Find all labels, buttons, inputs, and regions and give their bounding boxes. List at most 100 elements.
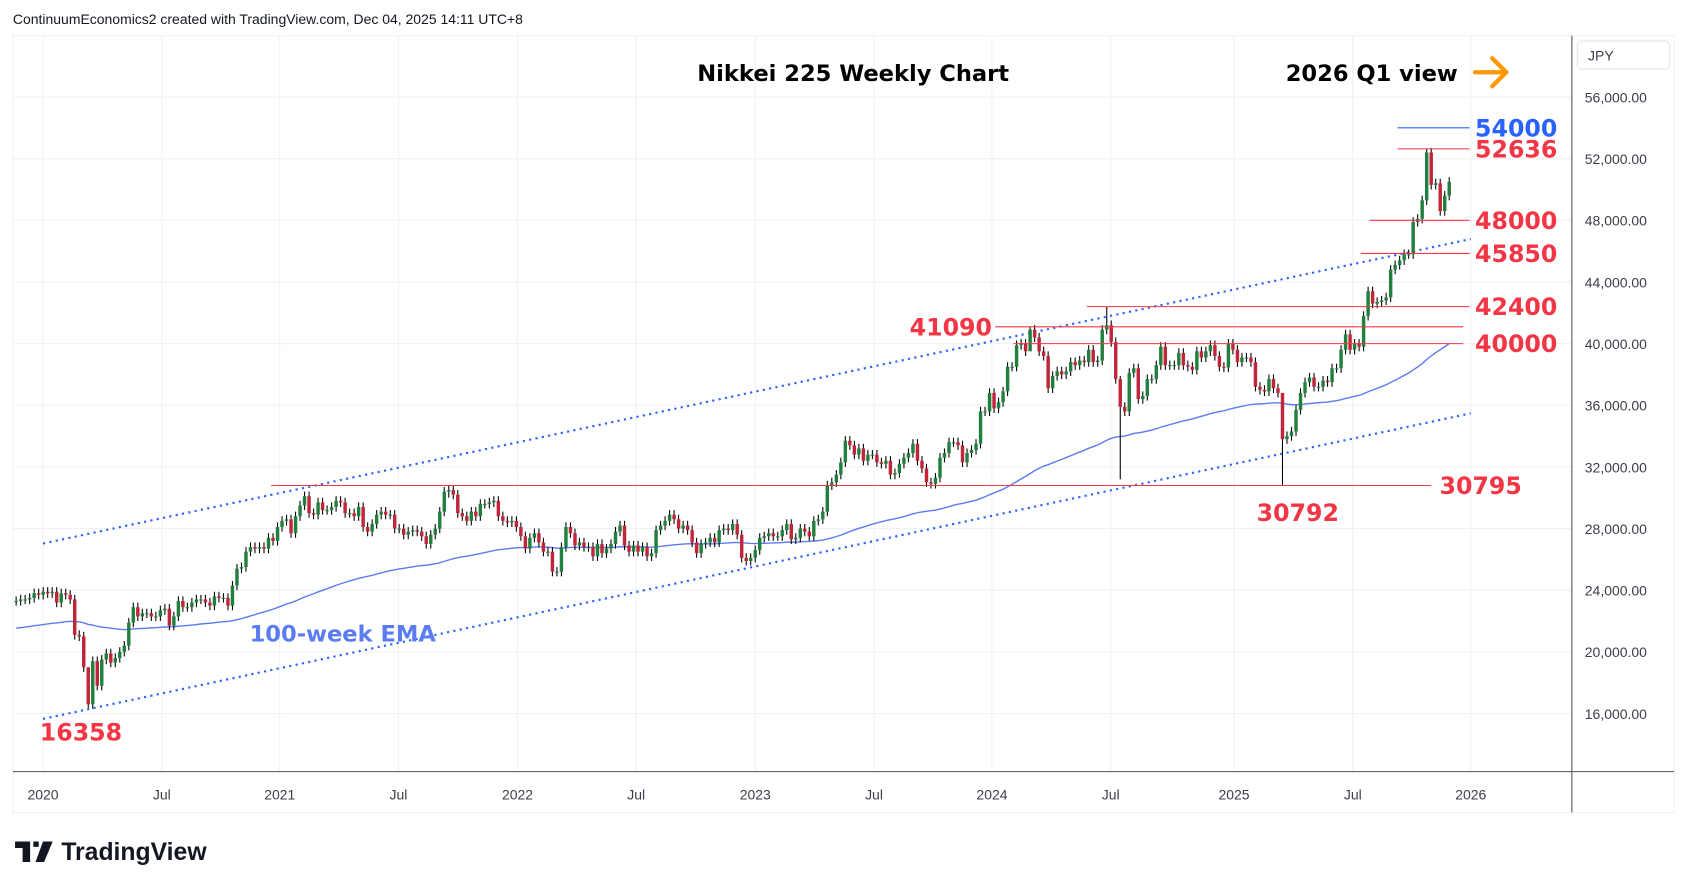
candle-body bbox=[1095, 360, 1100, 363]
candle-body bbox=[564, 527, 568, 548]
candle bbox=[18, 594, 23, 606]
candle bbox=[113, 653, 118, 668]
candle-body bbox=[1073, 362, 1077, 366]
candle bbox=[902, 453, 906, 469]
candle bbox=[203, 594, 208, 608]
candle bbox=[442, 486, 446, 517]
candle bbox=[429, 530, 433, 549]
candle bbox=[1082, 355, 1086, 367]
candle-body bbox=[924, 468, 929, 483]
candle bbox=[140, 608, 145, 622]
candle bbox=[884, 456, 888, 469]
candle bbox=[1046, 351, 1050, 393]
candle-body bbox=[1339, 349, 1343, 369]
candle-body bbox=[1402, 254, 1406, 261]
candle bbox=[23, 594, 27, 605]
candle-body bbox=[906, 453, 911, 458]
candle-body bbox=[1384, 297, 1388, 301]
candle bbox=[248, 542, 253, 557]
candle-body bbox=[631, 545, 636, 552]
level-label-40000: 40000 bbox=[1475, 330, 1557, 358]
candle bbox=[181, 596, 185, 612]
candle bbox=[1352, 338, 1357, 355]
candle bbox=[343, 497, 347, 518]
level-label-42400: 42400 bbox=[1475, 293, 1557, 321]
candle bbox=[1100, 325, 1104, 366]
candle-body bbox=[640, 547, 645, 552]
candle bbox=[789, 519, 793, 544]
time-tick-label: 2025 bbox=[1219, 787, 1250, 803]
candle-body bbox=[379, 511, 383, 515]
candle bbox=[1195, 346, 1199, 375]
candle-body bbox=[510, 520, 514, 523]
candle bbox=[739, 530, 744, 563]
candle-body bbox=[1298, 392, 1303, 410]
time-tick-label: Jul bbox=[627, 787, 645, 803]
candle bbox=[280, 516, 284, 532]
candle bbox=[32, 588, 36, 603]
candle bbox=[496, 496, 501, 521]
candle-body bbox=[947, 442, 951, 454]
candle-body bbox=[1028, 329, 1032, 352]
candle bbox=[960, 440, 965, 467]
candle-body bbox=[1312, 377, 1316, 387]
candle bbox=[230, 580, 235, 611]
candle bbox=[73, 594, 77, 640]
level-label-16358: 16358 bbox=[40, 718, 122, 746]
candle-body bbox=[622, 525, 627, 546]
price-axis[interactable]: 56,000.00 52,000.00 48,000.00 44,000.00 40,0… bbox=[1585, 89, 1647, 721]
candle bbox=[356, 502, 361, 521]
candle bbox=[1262, 385, 1267, 397]
candle-body bbox=[1064, 371, 1068, 375]
candle bbox=[843, 436, 848, 467]
candle-body bbox=[253, 547, 257, 549]
candle bbox=[1312, 372, 1316, 392]
candle bbox=[1005, 362, 1010, 397]
candle-body bbox=[230, 585, 235, 606]
candle bbox=[194, 594, 199, 608]
candle-body bbox=[217, 596, 221, 598]
candle-body bbox=[798, 528, 803, 538]
candle bbox=[199, 594, 203, 605]
candle bbox=[1406, 249, 1411, 259]
candle-body bbox=[239, 567, 244, 569]
candle bbox=[1105, 306, 1109, 335]
candle-body bbox=[1186, 365, 1190, 367]
candle bbox=[658, 520, 663, 535]
time-axis[interactable]: 2020 Jul 2021 Jul 2022 Jul 2023 Jul 2024 Jul 2025 J… bbox=[27, 787, 1486, 803]
candle bbox=[627, 540, 631, 557]
candle bbox=[1366, 286, 1370, 321]
candle bbox=[451, 485, 455, 500]
level-label-30792: 30792 bbox=[1257, 499, 1339, 527]
candle-body bbox=[1118, 379, 1122, 407]
candle bbox=[758, 533, 762, 555]
candle-body bbox=[974, 443, 978, 450]
candle bbox=[63, 588, 68, 600]
candle-body bbox=[1226, 343, 1231, 368]
candle-body bbox=[469, 511, 474, 521]
candle bbox=[271, 533, 275, 546]
level-label-30795: 30795 bbox=[1440, 472, 1522, 500]
candle-body bbox=[505, 520, 510, 523]
candle bbox=[388, 510, 392, 520]
candle bbox=[541, 537, 546, 557]
candle-body bbox=[1005, 366, 1010, 392]
candle-body bbox=[541, 542, 546, 552]
candle bbox=[483, 499, 487, 509]
candle bbox=[365, 522, 370, 537]
candle-body bbox=[1280, 392, 1285, 440]
candle-body bbox=[1442, 195, 1447, 212]
candle-body bbox=[136, 607, 140, 617]
candle-body bbox=[1105, 325, 1109, 330]
candle bbox=[803, 523, 807, 537]
candle-body bbox=[1181, 352, 1186, 366]
candle-body bbox=[451, 490, 455, 495]
candle-body bbox=[1433, 183, 1438, 185]
candle-body bbox=[91, 661, 95, 705]
candle-body bbox=[730, 523, 735, 531]
candle bbox=[681, 520, 685, 534]
time-tick-label: 2023 bbox=[740, 787, 771, 803]
candle bbox=[816, 514, 821, 526]
candle-body bbox=[356, 506, 361, 517]
currency-button[interactable] bbox=[1576, 40, 1671, 70]
